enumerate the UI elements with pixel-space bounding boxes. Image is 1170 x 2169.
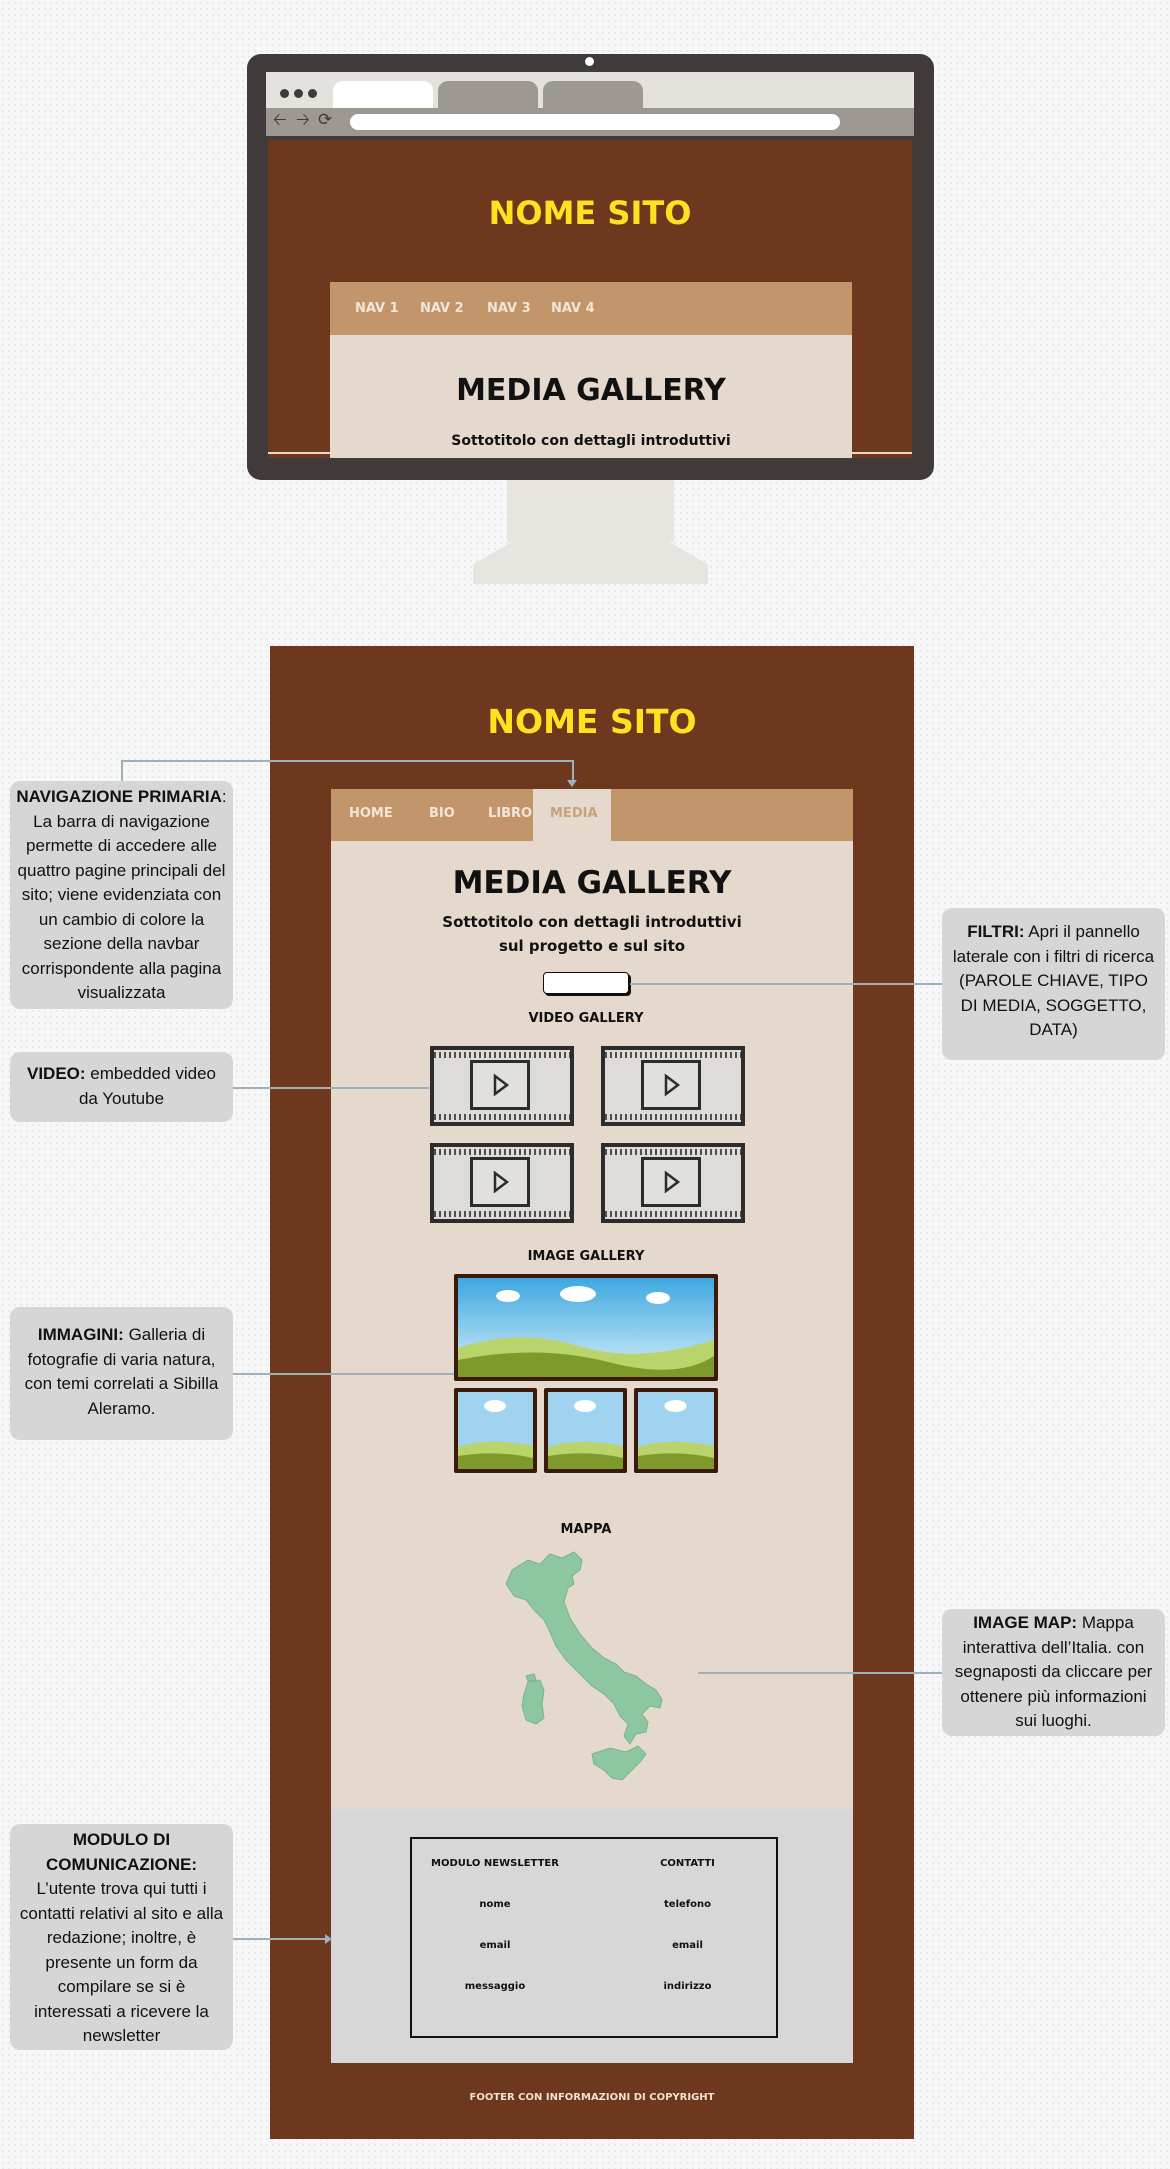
video-embed[interactable] <box>430 1143 574 1223</box>
connector-line <box>121 761 123 781</box>
screen-bottom-line <box>268 452 912 454</box>
reload-icon[interactable]: ⟳ <box>318 110 333 129</box>
connector-line <box>233 1087 429 1089</box>
gallery-image-thumb[interactable] <box>634 1388 718 1473</box>
callout-title: MODULO DI COMUNICAZIONE: <box>45 1830 198 1874</box>
nav-item-2[interactable]: NAV 2 <box>420 301 464 316</box>
newsletter-field-messaggio[interactable]: messaggio <box>464 1981 526 1992</box>
callout-title: VIDEO: <box>26 1064 86 1083</box>
play-icon <box>664 1073 681 1097</box>
window-dot-icon <box>294 89 303 98</box>
callout-separator: : <box>221 787 227 806</box>
callout-images: IMMAGINI: Galleria di fotografie di vari… <box>10 1307 233 1440</box>
communication-module-area <box>331 1809 853 2063</box>
gallery-image-large[interactable] <box>454 1274 718 1381</box>
callout-text: La barra di navigazione permette di acce… <box>17 811 226 1003</box>
connector-line <box>572 760 574 785</box>
nav-item-3[interactable]: NAV 3 <box>487 301 531 316</box>
browser-tab-active[interactable] <box>333 81 433 108</box>
page-subtitle: Sottotitolo con dettagli introduttivi <box>451 433 731 449</box>
connector-line <box>121 760 573 762</box>
monitor-screen: NOME SITO NAV 1 NAV 2 NAV 3 NAV 4 MEDIA … <box>268 140 912 458</box>
site-title: NOME SITO <box>487 702 697 741</box>
callout-title: IMMAGINI: <box>37 1325 124 1344</box>
contact-email: email <box>672 1940 703 1951</box>
play-icon <box>664 1170 681 1194</box>
newsletter-field-email[interactable]: email <box>479 1940 511 1951</box>
callout-title: NAVIGAZIONE PRIMARIA <box>16 787 222 806</box>
callout-video: VIDEO: embedded video da Youtube <box>10 1052 233 1122</box>
forward-arrow-icon[interactable]: 🡢 <box>296 110 310 129</box>
contact-telefono: telefono <box>664 1899 711 1910</box>
callout-title: IMAGE MAP: <box>973 1613 1078 1632</box>
newsletter-field-nome[interactable]: nome <box>479 1899 511 1910</box>
gallery-image-thumb[interactable] <box>454 1388 537 1473</box>
callout-title: FILTRI: <box>967 922 1025 941</box>
video-embed[interactable] <box>601 1143 745 1223</box>
video-embed[interactable] <box>430 1046 574 1126</box>
map-label: MAPPA <box>560 1522 612 1537</box>
connector-line <box>630 983 942 985</box>
page-subtitle-line-1: Sottotitolo con dettagli introduttivi <box>442 913 742 931</box>
callout-image-map: IMAGE MAP: Mappa interattiva dell’Italia… <box>942 1609 1165 1736</box>
nav-item-4[interactable]: NAV 4 <box>551 301 595 316</box>
newsletter-title: MODULO NEWSLETTER <box>431 1858 559 1869</box>
page-heading: MEDIA GALLERY <box>456 373 726 408</box>
url-bar[interactable] <box>350 114 840 130</box>
back-arrow-icon[interactable]: 🡠 <box>273 110 287 129</box>
play-icon <box>493 1170 510 1194</box>
nav-item-home[interactable]: HOME <box>349 806 393 821</box>
callout-communication: MODULO DI COMUNICAZIONE: L’utente trova … <box>10 1824 233 2050</box>
arrowhead-icon <box>567 780 577 787</box>
monitor-stand-base <box>473 540 708 584</box>
browser-tab[interactable] <box>438 81 538 108</box>
window-dot-icon <box>280 89 289 98</box>
filter-button[interactable] <box>543 972 629 994</box>
video-gallery-label: VIDEO GALLERY <box>528 1011 644 1026</box>
callout-text: L’utente trova qui tutti i contatti rela… <box>19 1879 224 2045</box>
image-gallery-label: IMAGE GALLERY <box>527 1249 645 1264</box>
contacts-title: CONTATTI <box>660 1858 715 1869</box>
content-area <box>330 335 852 458</box>
site-title: NOME SITO <box>488 194 692 232</box>
nav-item-bio[interactable]: BIO <box>429 806 455 821</box>
callout-text: embedded video da Youtube <box>78 1064 216 1108</box>
callout-text: Apri il pannello laterale con i filtri d… <box>952 922 1155 1039</box>
nav-item-libro[interactable]: LIBRO <box>488 806 533 821</box>
nav-item-media[interactable]: MEDIA <box>550 806 598 821</box>
monitor-stand-neck <box>507 480 674 542</box>
nav-active-highlight <box>533 789 611 841</box>
connector-line <box>698 1672 942 1674</box>
connector-line <box>233 1373 454 1375</box>
callout-text: Mappa interattiva dell’Italia. con segna… <box>954 1613 1153 1730</box>
callout-navigation: NAVIGAZIONE PRIMARIA: La barra di naviga… <box>10 781 233 1009</box>
contact-indirizzo: indirizzo <box>663 1981 712 1992</box>
nav-item-1[interactable]: NAV 1 <box>355 301 399 316</box>
gallery-image-thumb[interactable] <box>544 1388 627 1473</box>
play-icon <box>493 1073 510 1097</box>
monitor-camera <box>585 57 594 66</box>
window-dot-icon <box>308 89 317 98</box>
browser-tab[interactable] <box>543 81 643 108</box>
callout-text: Galleria di fotografie di varia natura, … <box>24 1325 219 1418</box>
page-subtitle-line-2: sul progetto e sul sito <box>498 937 686 955</box>
navbar <box>330 282 852 335</box>
arrowhead-icon <box>325 1934 332 1944</box>
italy-map[interactable] <box>500 1548 710 1798</box>
footer-copyright: FOOTER CON INFORMAZIONI DI COPYRIGHT <box>469 2092 715 2103</box>
callout-filters: FILTRI: Apri il pannello laterale con i … <box>942 908 1165 1060</box>
connector-line <box>233 1938 327 1940</box>
page-heading: MEDIA GALLERY <box>452 865 732 901</box>
communication-form <box>410 1837 778 2038</box>
video-embed[interactable] <box>601 1046 745 1126</box>
